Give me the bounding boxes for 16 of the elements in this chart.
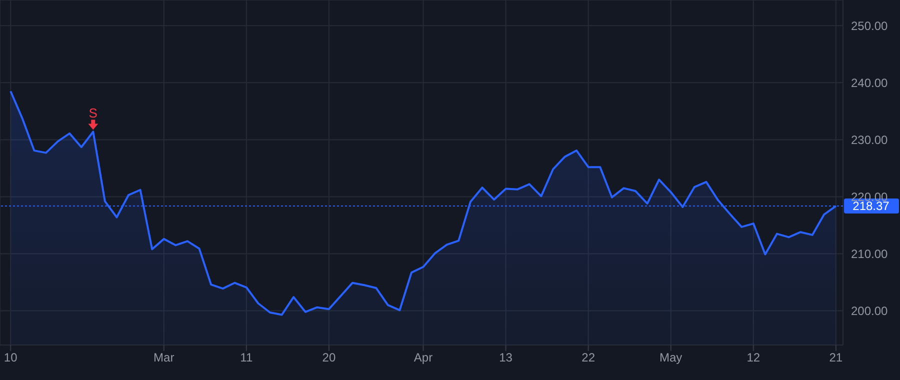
y-tick-label: 230.00 bbox=[851, 132, 888, 147]
x-tick-label: Apr bbox=[414, 350, 433, 365]
x-tick-label: 21 bbox=[829, 350, 843, 365]
annotation: S bbox=[88, 106, 98, 121]
x-tick-label: 10 bbox=[4, 350, 18, 365]
x-tick-label: 11 bbox=[240, 350, 253, 365]
y-tick-label: 250.00 bbox=[851, 18, 888, 33]
x-tick-label: 20 bbox=[322, 350, 336, 365]
x-tick-label: Mar bbox=[154, 350, 174, 365]
y-tick-label: 240.00 bbox=[851, 76, 888, 90]
y-tick-label: 200.00 bbox=[851, 304, 888, 318]
x-tick-label: 13 bbox=[499, 350, 513, 365]
x-tick-label: 22 bbox=[582, 350, 596, 365]
y-tick-label: 210.00 bbox=[851, 247, 888, 262]
x-tick-label: May bbox=[660, 350, 682, 365]
x-tick-label: 12 bbox=[746, 350, 760, 365]
